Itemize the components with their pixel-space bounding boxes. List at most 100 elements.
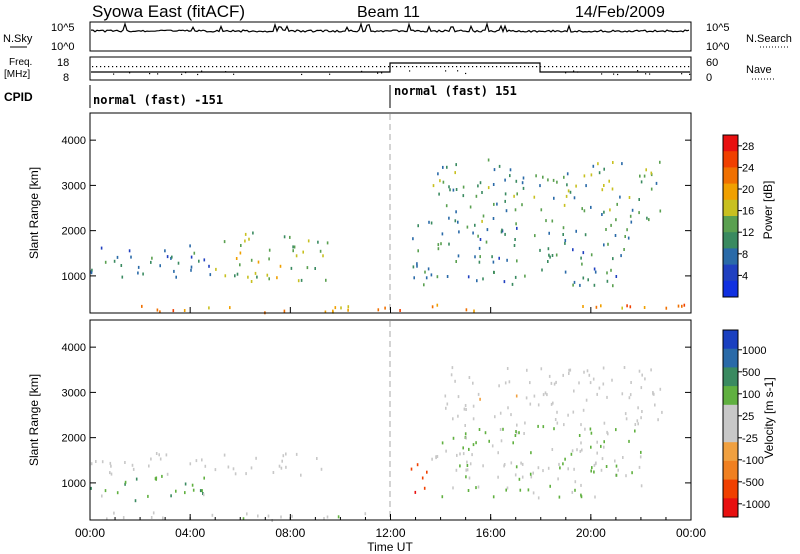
velocity-cell: [537, 424, 539, 428]
freq-dot: [204, 66, 206, 68]
velocity-cell: [603, 421, 606, 425]
velocity-cell: [326, 515, 329, 519]
power-cell: [240, 244, 242, 247]
velocity-cell: [134, 499, 137, 503]
power-cell: [477, 234, 479, 238]
power-cell: [605, 228, 607, 231]
freq-dot: [396, 66, 398, 68]
power-cbar-label: Power [dB]: [761, 181, 775, 240]
power-cell: [462, 185, 465, 189]
power-cell: [428, 220, 430, 224]
power-cell: [120, 264, 123, 267]
velocity-cell: [586, 369, 589, 373]
power-cell: [593, 267, 596, 271]
velocity-cell: [497, 451, 499, 455]
power-cell: [611, 187, 614, 191]
velocity-cell: [592, 377, 595, 381]
freq-dot: [272, 66, 274, 68]
power-cell: [504, 199, 506, 203]
velocity-cell: [232, 467, 235, 471]
power-cell: [248, 237, 250, 241]
freq-dot: [252, 66, 254, 68]
velocity-cell: [574, 480, 577, 484]
velocity-cell: [562, 462, 564, 466]
velocity-cell: [640, 416, 642, 420]
freq-dot: [676, 66, 678, 68]
power-cell: [581, 207, 583, 211]
power-cell: [439, 179, 441, 183]
velocity-cell: [554, 418, 557, 421]
power-cbar-tick-label: 24: [742, 162, 754, 174]
velocity-cell: [445, 449, 447, 453]
velocity-cell: [300, 473, 302, 477]
velocity-cell: [602, 382, 605, 386]
power-cell: [172, 309, 175, 313]
power-cell: [208, 264, 210, 268]
velocity-cell: [582, 408, 585, 412]
freq-dot: [440, 66, 442, 68]
power-cbar-swatch: [723, 280, 738, 298]
velocity-cell: [479, 397, 481, 401]
velocity-cell: [533, 394, 536, 398]
velocity-cell: [593, 470, 595, 474]
power-cell: [449, 188, 451, 192]
velocity-cell: [195, 459, 198, 463]
freq-dot: [565, 72, 567, 74]
power-cell: [549, 255, 551, 259]
velocity-cell: [549, 484, 551, 488]
power-cell: [626, 228, 628, 232]
power-cell: [479, 255, 481, 259]
x-tick-label: 00:00: [75, 526, 105, 540]
freq-dot: [260, 66, 262, 68]
power-cell: [440, 242, 442, 246]
velocity-cell: [223, 453, 226, 457]
freq-dot: [308, 66, 310, 68]
velocity-cell: [628, 439, 630, 443]
power-cell: [442, 165, 444, 169]
power-cell: [524, 274, 526, 278]
velocity-cell: [590, 431, 593, 435]
power-cell: [486, 228, 489, 232]
velocity-cell: [556, 410, 558, 414]
freq-dot: [184, 66, 186, 68]
power-cell: [416, 264, 418, 268]
velocity-cell: [278, 464, 281, 468]
velocity-cell: [568, 368, 570, 372]
power-cell: [130, 255, 132, 259]
velocity-cell: [601, 457, 604, 461]
power-cell: [627, 236, 630, 240]
velocity-cell: [606, 430, 608, 434]
power-cell: [203, 258, 206, 262]
freq-dot: [601, 73, 603, 75]
freq-dot: [445, 70, 447, 72]
power-cell: [639, 174, 641, 178]
freq-dot: [488, 66, 490, 68]
velocity-cell: [147, 494, 149, 498]
power-cell: [436, 303, 439, 307]
power-cell: [448, 185, 450, 189]
velocity-cell: [506, 486, 509, 490]
freq-dot: [128, 66, 130, 68]
velocity-cbar-swatch: [723, 404, 738, 424]
power-colorbar: 4 8 12 16 20 24 28: [722, 134, 754, 298]
power-cell: [514, 275, 517, 279]
power-cell: [569, 190, 572, 194]
power-cell: [475, 194, 478, 198]
velocity-cell: [148, 464, 150, 468]
power-cell: [575, 229, 577, 233]
power-cell: [417, 249, 419, 253]
velocity-cell: [661, 410, 663, 414]
power-cell: [189, 244, 191, 248]
velocity-cell: [542, 425, 545, 429]
power-cell: [640, 180, 643, 184]
velocity-cell: [523, 432, 525, 435]
velocity-cell: [595, 461, 597, 465]
velocity-cell: [316, 457, 318, 460]
power-cell: [487, 186, 490, 190]
velocity-cell: [520, 461, 522, 465]
velocity-cell: [574, 488, 576, 492]
freq-dot: [392, 66, 394, 68]
freq-dot: [457, 70, 459, 72]
freq-dot: [460, 66, 462, 68]
velocity-cell: [580, 483, 582, 487]
